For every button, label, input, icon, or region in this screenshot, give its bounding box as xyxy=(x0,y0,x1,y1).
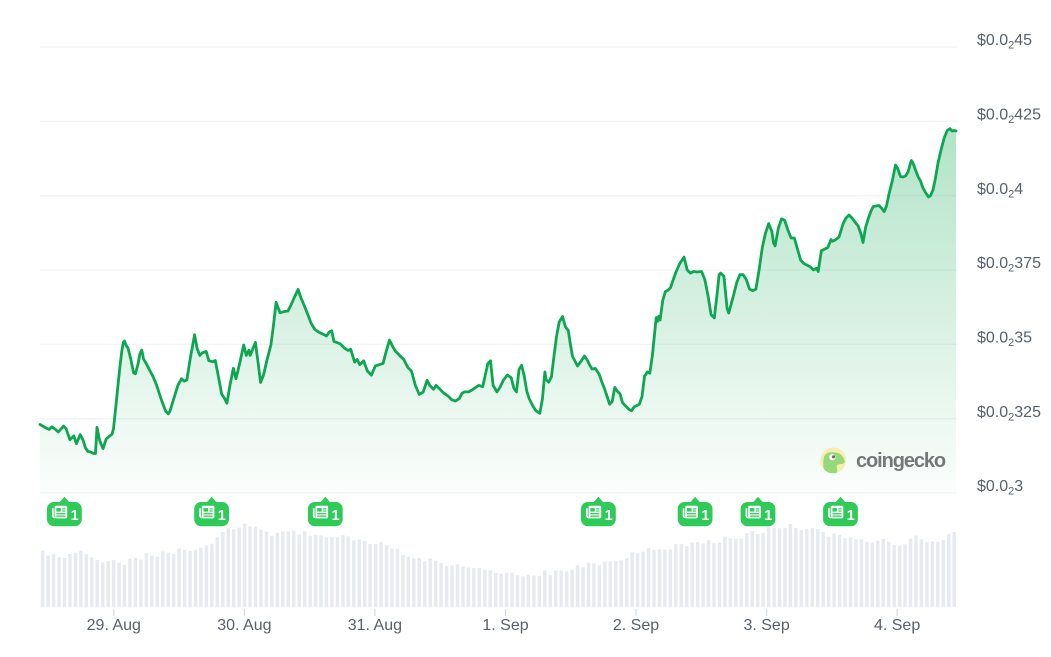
svg-text:$0.024: $0.024 xyxy=(977,181,1023,201)
svg-text:$0.0245: $0.0245 xyxy=(977,32,1032,52)
svg-text:1. Sep: 1. Sep xyxy=(482,617,528,634)
svg-text:2. Sep: 2. Sep xyxy=(613,617,659,634)
svg-text:3. Sep: 3. Sep xyxy=(743,617,789,634)
svg-text:1: 1 xyxy=(218,508,226,524)
svg-text:$0.0235: $0.0235 xyxy=(977,329,1032,349)
svg-text:coingecko: coingecko xyxy=(856,450,946,472)
svg-text:$0.02325: $0.02325 xyxy=(977,404,1041,424)
svg-text:1: 1 xyxy=(701,508,709,524)
svg-text:4. Sep: 4. Sep xyxy=(874,617,920,634)
svg-text:$0.02425: $0.02425 xyxy=(977,106,1041,126)
svg-text:1: 1 xyxy=(332,508,340,524)
svg-text:1: 1 xyxy=(764,508,772,524)
svg-text:$0.023: $0.023 xyxy=(977,478,1023,498)
svg-text:31. Aug: 31. Aug xyxy=(348,617,402,634)
svg-text:30. Aug: 30. Aug xyxy=(217,617,271,634)
svg-text:1: 1 xyxy=(605,508,613,524)
svg-text:1: 1 xyxy=(71,508,79,524)
svg-text:$0.02375: $0.02375 xyxy=(977,255,1041,275)
svg-text:1: 1 xyxy=(847,508,855,524)
svg-text:29. Aug: 29. Aug xyxy=(87,617,141,634)
